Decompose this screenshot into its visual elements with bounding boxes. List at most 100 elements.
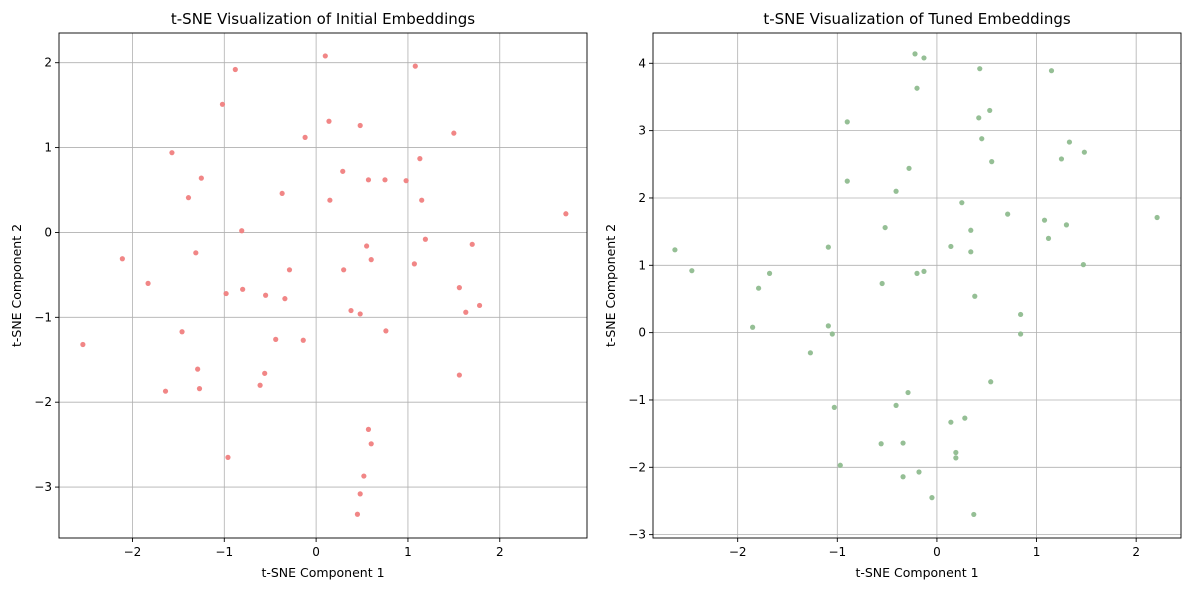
y-tick-label: 2: [638, 191, 646, 205]
plot-area: −2 −1 0 1 2 −3 −2 −1 0 1 2 3 4: [628, 32, 1182, 559]
data-point: [357, 311, 363, 317]
y-tick-label: −1: [628, 393, 646, 407]
y-tick-label: −1: [34, 310, 52, 324]
data-point: [263, 292, 269, 298]
data-point: [672, 247, 678, 253]
x-tick-label: 0: [312, 545, 320, 559]
data-point: [900, 440, 906, 446]
data-point: [476, 302, 483, 309]
x-tick-label: 2: [1132, 545, 1140, 559]
data-point: [837, 462, 843, 468]
data-point: [456, 372, 462, 378]
data-point: [279, 190, 285, 197]
data-point: [417, 156, 423, 162]
x-axis-label: t-SNE Component 1: [855, 565, 978, 580]
data-point: [240, 286, 246, 292]
data-point: [914, 85, 920, 91]
data-point: [756, 285, 762, 291]
data-point: [844, 119, 850, 125]
axes-frame: [652, 32, 1182, 539]
data-point: [914, 270, 920, 276]
data-point: [273, 336, 279, 342]
y-tick-label: 0: [638, 326, 646, 340]
y-tick-label: 3: [638, 124, 646, 138]
data-point: [921, 55, 927, 61]
data-point: [195, 366, 201, 372]
data-point: [879, 280, 885, 287]
data-point: [987, 107, 993, 114]
data-point: [807, 350, 814, 356]
y-tick-label: 4: [638, 56, 646, 70]
data-point: [563, 211, 569, 217]
data-point: [169, 150, 175, 156]
data-point: [257, 382, 263, 388]
data-point: [689, 268, 695, 274]
data-point: [968, 227, 974, 233]
data-point: [916, 469, 922, 475]
data-point: [1058, 156, 1065, 162]
data-point: [1005, 211, 1011, 217]
data-point: [929, 495, 935, 501]
data-point: [948, 243, 954, 250]
data-point: [968, 249, 974, 255]
data-point: [422, 236, 428, 242]
plot-area: −2 −1 0 1 2 −3 −2 −1 0 1 2: [34, 32, 588, 559]
data-point: [382, 177, 388, 183]
data-point: [361, 473, 367, 479]
data-point: [411, 261, 417, 267]
x-tick-label: 0: [933, 545, 941, 559]
data-point: [1080, 262, 1086, 268]
data-point: [1081, 149, 1087, 155]
data-point: [302, 134, 308, 140]
data-point: [225, 454, 231, 460]
x-tick-label: −1: [215, 545, 233, 559]
data-point: [365, 426, 372, 432]
data-point: [829, 331, 835, 337]
data-point: [469, 241, 475, 247]
y-tick-label: 0: [44, 225, 52, 239]
data-point: [905, 389, 911, 396]
data-point: [825, 244, 831, 250]
data-point: [953, 455, 959, 461]
data-point: [959, 200, 965, 206]
data-point: [326, 118, 332, 124]
data-point: [193, 250, 199, 256]
data-point: [977, 66, 983, 72]
data-point: [119, 256, 125, 262]
y-tick-label: −2: [628, 460, 646, 474]
data-point: [198, 175, 204, 181]
data-point: [348, 307, 354, 314]
data-point: [232, 66, 238, 73]
data-point: [1066, 139, 1073, 145]
data-point: [322, 53, 328, 59]
data-point: [766, 270, 773, 276]
x-tick-label: 1: [404, 545, 412, 559]
data-point: [357, 491, 363, 497]
chart-tuned-embeddings: −2 −1 0 1 2 −3 −2 −1 0 1 2 3 4 t-SNE Visualization o…: [603, 10, 1182, 580]
data-point: [162, 388, 169, 394]
axes-frame: [58, 32, 588, 539]
data-point: [179, 329, 185, 335]
data-point: [340, 168, 346, 174]
y-tick-label: 2: [44, 56, 52, 70]
data-point: [988, 379, 994, 385]
data-point: [368, 441, 374, 447]
data-point: [948, 419, 954, 425]
data-point: [282, 296, 288, 302]
x-tick-label: 1: [1033, 545, 1041, 559]
data-point: [357, 122, 363, 129]
data-point: [1018, 311, 1024, 318]
data-point: [825, 323, 831, 329]
data-point: [1048, 68, 1055, 74]
data-point: [239, 228, 245, 234]
data-point: [989, 159, 995, 165]
x-tick-label: −2: [124, 545, 142, 559]
data-point: [354, 511, 361, 517]
data-point: [953, 449, 959, 456]
data-point: [365, 177, 372, 183]
data-point: [196, 386, 203, 392]
data-point: [327, 197, 333, 203]
data-point: [893, 402, 899, 408]
data-point: [383, 328, 389, 334]
